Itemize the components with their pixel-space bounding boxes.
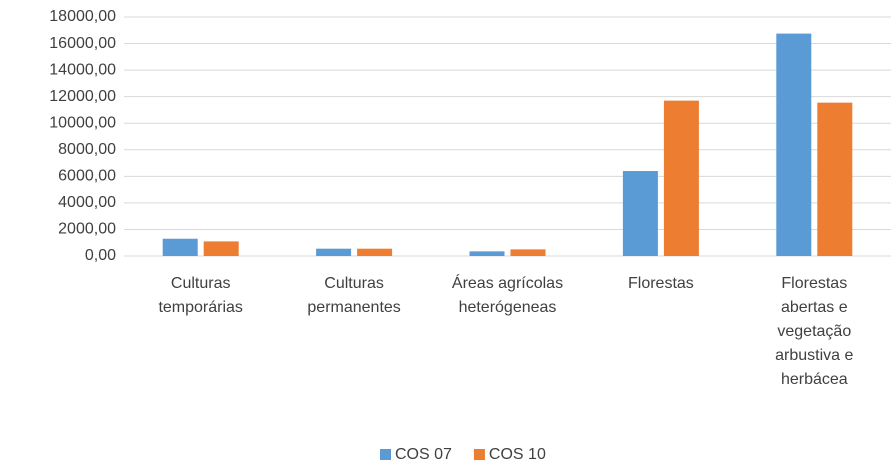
bar bbox=[469, 251, 505, 256]
y-tick-label: 14000,00 bbox=[49, 61, 116, 78]
y-tick-label: 0,00 bbox=[85, 247, 116, 264]
x-tick-label: Culturas temporárias bbox=[158, 275, 243, 316]
y-tick-label: 4000,00 bbox=[58, 194, 116, 211]
x-tick-label: Florestas abertas e vegetação arbustiva … bbox=[775, 275, 854, 388]
bar bbox=[622, 171, 658, 256]
bar bbox=[316, 248, 352, 256]
y-tick-label: 8000,00 bbox=[58, 141, 116, 158]
bar bbox=[510, 249, 546, 256]
y-tick-label: 10000,00 bbox=[49, 114, 116, 131]
y-tick-label: 12000,00 bbox=[49, 88, 116, 105]
bar bbox=[162, 238, 198, 256]
legend-label: COS 07 bbox=[395, 446, 452, 463]
y-tick-label: 6000,00 bbox=[58, 168, 116, 185]
legend-swatch bbox=[380, 449, 391, 460]
bar bbox=[776, 33, 812, 256]
y-tick-label: 2000,00 bbox=[58, 221, 116, 238]
x-tick-label: Culturas permanentes bbox=[307, 275, 401, 316]
legend-label: COS 10 bbox=[489, 446, 546, 463]
y-tick-label: 18000,00 bbox=[49, 8, 116, 25]
x-tick-label: Florestas bbox=[627, 275, 694, 292]
bar bbox=[203, 241, 239, 256]
bar bbox=[817, 102, 853, 257]
bar bbox=[357, 248, 393, 256]
bar bbox=[663, 100, 699, 257]
x-tick-label: Áreas agrícolas heterógeneas bbox=[451, 275, 564, 316]
y-tick-label: 16000,00 bbox=[49, 35, 116, 52]
legend-swatch bbox=[473, 449, 485, 460]
